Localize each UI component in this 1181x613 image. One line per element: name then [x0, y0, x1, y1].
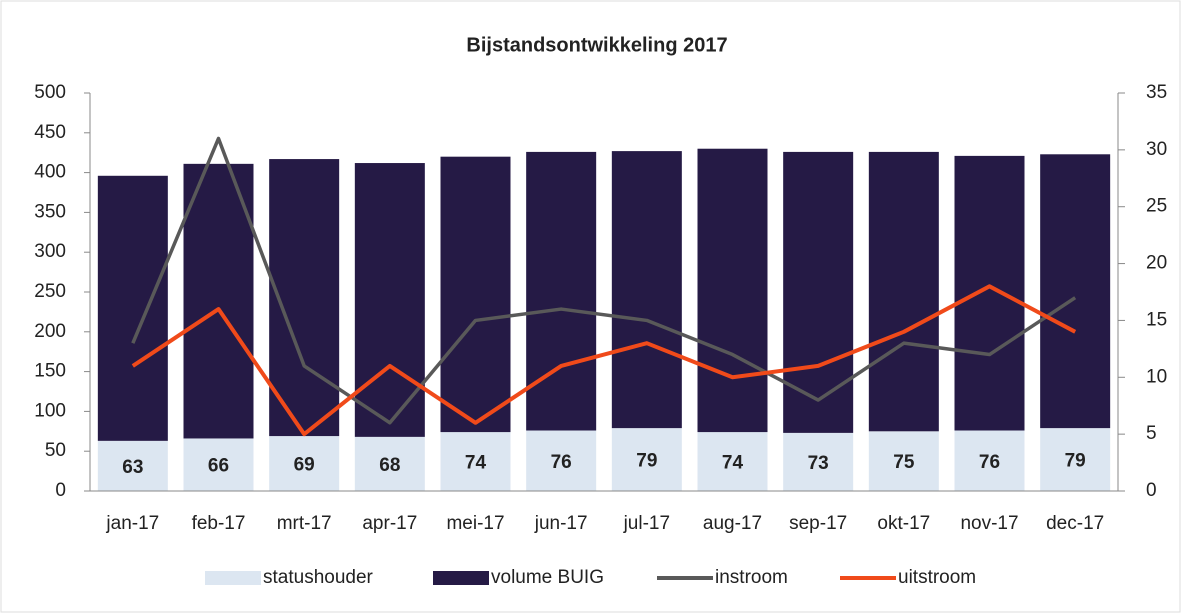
y2-tick-label: 25: [1146, 196, 1167, 217]
bar-segment: [954, 430, 1025, 491]
line-series: [131, 136, 1077, 425]
bar-segment: [868, 151, 939, 432]
bar-segment: [440, 432, 511, 491]
bar-segment: [697, 432, 768, 491]
data-label: 79: [1065, 451, 1086, 472]
bar-segment: [97, 175, 168, 441]
chart-title: Bijstandsontwikkeling 2017: [466, 34, 727, 56]
legend-swatch: [205, 571, 261, 585]
data-label: 66: [208, 456, 229, 477]
bar-segment: [183, 438, 254, 491]
y-tick-label: 250: [34, 281, 66, 302]
bar-segment: [183, 163, 254, 439]
data-label: 63: [122, 457, 143, 478]
legend-label: statushouder: [263, 567, 374, 588]
y-tick-label: 0: [55, 480, 66, 501]
bar-segment: [440, 156, 511, 433]
x-tick-label: sep-17: [789, 513, 847, 534]
y-tick-label: 450: [34, 122, 66, 143]
bar-segment: [868, 431, 939, 491]
data-label: 69: [294, 455, 315, 476]
y2-tick-label: 10: [1146, 366, 1167, 387]
y2-tick-label: 20: [1146, 253, 1167, 274]
line-series: [131, 284, 1077, 437]
data-label: 76: [551, 452, 572, 473]
x-tick-label: jan-17: [105, 513, 159, 534]
data-label: 74: [465, 453, 487, 474]
legend-label: volume BUIG: [491, 567, 604, 588]
bar-segment: [354, 436, 425, 491]
y2-tick-label: 15: [1146, 309, 1167, 330]
legend-swatch: [433, 571, 489, 585]
y-tick-label: 200: [34, 321, 66, 342]
bar-segment: [269, 436, 340, 491]
bar-segment: [697, 148, 768, 433]
x-tick-label: okt-17: [877, 513, 930, 534]
bar-segment: [1040, 154, 1111, 429]
x-tick-label: nov-17: [960, 513, 1018, 534]
x-tick-label: mei-17: [446, 513, 504, 534]
bar-segment: [611, 428, 682, 491]
y2-tick-label: 30: [1146, 139, 1167, 160]
data-label: 76: [979, 452, 1000, 473]
data-label: 75: [893, 452, 915, 473]
x-tick-label: feb-17: [192, 513, 246, 534]
y2-tick-label: 35: [1146, 82, 1167, 103]
x-tick-label: mrt-17: [277, 513, 332, 534]
bar-segment: [954, 155, 1025, 431]
y2-tick-label: 0: [1146, 480, 1157, 501]
y-tick-label: 350: [34, 201, 66, 222]
bar-segment: [783, 151, 854, 433]
y-tick-label: 500: [34, 82, 66, 103]
x-tick-label: jul-17: [623, 513, 670, 534]
bar-segment: [97, 440, 168, 491]
y-tick-label: 100: [34, 400, 66, 421]
x-tick-label: dec-17: [1046, 513, 1104, 534]
y-tick-label: 50: [45, 440, 66, 461]
bar-segment: [269, 159, 340, 437]
bar-segment: [526, 151, 597, 431]
legend-label: uitstroom: [898, 567, 976, 588]
y2-tick-label: 5: [1146, 423, 1157, 444]
bar-segment: [1040, 428, 1111, 491]
legend-label: instroom: [715, 567, 788, 588]
x-tick-label: aug-17: [703, 513, 762, 534]
data-label: 74: [722, 453, 744, 474]
y-tick-label: 150: [34, 361, 66, 382]
x-tick-label: apr-17: [362, 513, 417, 534]
bar-segment: [783, 432, 854, 491]
data-label: 73: [808, 453, 829, 474]
x-tick-label: jun-17: [534, 513, 588, 534]
data-label: 68: [379, 455, 400, 476]
bar-segment: [354, 163, 425, 437]
y-tick-label: 400: [34, 162, 66, 183]
bar-segment: [526, 430, 597, 491]
data-label: 79: [636, 451, 657, 472]
bar-segment: [611, 151, 682, 429]
y-tick-label: 300: [34, 241, 66, 262]
